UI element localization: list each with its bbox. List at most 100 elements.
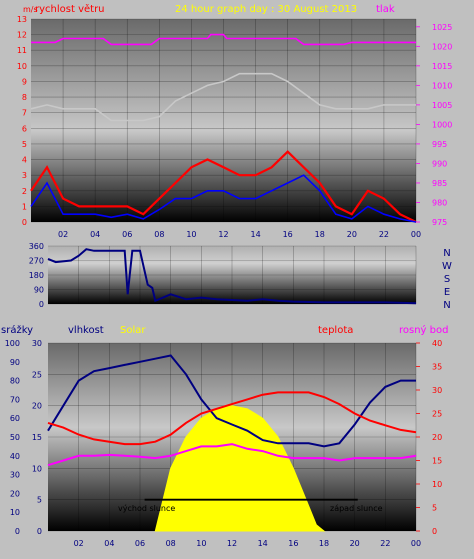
wind-direction-plot-area xyxy=(48,246,416,304)
rain-tick-label: 30 xyxy=(10,471,20,480)
x-tick-label: 06 xyxy=(135,539,145,548)
humidity-tick-label: 30 xyxy=(32,339,42,348)
y-left-tick-label: 0 xyxy=(22,218,27,227)
rain-label: srážky xyxy=(1,324,33,336)
series-line xyxy=(47,354,416,448)
y-right-tick-label: 1000 xyxy=(432,120,452,129)
y-left-tick-label: 9 xyxy=(22,77,27,86)
x-tick-label: 14 xyxy=(258,539,268,548)
x-tick-label: 12 xyxy=(227,539,237,548)
solar-label: Solar xyxy=(120,325,146,336)
y-tick-label: 90 xyxy=(34,286,44,295)
y-left-tick-label: 13 xyxy=(17,15,27,24)
temperature-tick-label: 25 xyxy=(432,410,442,419)
x-tick-label: 20 xyxy=(350,539,360,548)
main-series xyxy=(47,354,417,532)
y-tick-label: 180 xyxy=(29,271,44,280)
temperature-label: teplota xyxy=(318,325,353,336)
temperature-tick-label: 40 xyxy=(432,339,442,348)
rain-tick-label: 40 xyxy=(10,452,20,461)
humidity-tick-label: 0 xyxy=(37,527,42,536)
sunset-label: západ slunce xyxy=(330,504,383,513)
rain-tick-label: 20 xyxy=(10,489,20,498)
x-tick-label: 08 xyxy=(166,539,176,548)
y-left-tick-label: 5 xyxy=(22,140,27,149)
rain-tick-label: 0 xyxy=(15,527,20,536)
x-tick-label: 22 xyxy=(380,539,390,548)
humidity-tick-label: 20 xyxy=(32,402,42,411)
x-tick-label: 10 xyxy=(186,230,196,239)
wind-plot-area xyxy=(31,19,416,222)
series-line xyxy=(47,443,417,467)
y-right-tick-label: 975 xyxy=(432,218,447,227)
y-right-tick-label: 985 xyxy=(432,179,447,188)
direction-series xyxy=(47,248,417,305)
temperature-tick-label: 20 xyxy=(432,433,442,442)
y-right-tick-label: 1025 xyxy=(432,23,452,32)
chart-title: 24 hour graph day : 30 August 2013 xyxy=(175,4,357,15)
y-left-tick-label: 3 xyxy=(22,171,27,180)
rain-tick-label: 50 xyxy=(10,433,20,442)
y-left-tick-label: 10 xyxy=(17,62,27,71)
y-left-tick-label: 4 xyxy=(22,156,27,165)
compass-label: E xyxy=(444,287,450,298)
series-line xyxy=(30,174,417,223)
series-line xyxy=(30,150,417,223)
wind-axis-labels: 0123456789101112139759809859909951000100… xyxy=(17,15,453,239)
rain-tick-label: 80 xyxy=(10,377,20,386)
humidity-tick-label: 10 xyxy=(32,464,42,473)
series-line xyxy=(31,33,416,46)
y-left-tick-label: 8 xyxy=(22,93,27,102)
temperature-tick-label: 5 xyxy=(432,504,437,513)
x-tick-label: 04 xyxy=(90,230,100,239)
sunrise-label: východ slunce xyxy=(118,504,175,513)
compass-label: N xyxy=(443,248,450,259)
rain-tick-label: 70 xyxy=(10,395,20,404)
direction-grid xyxy=(48,245,417,305)
x-tick-label: 12 xyxy=(218,230,228,239)
humidity-label: vlhkost xyxy=(68,325,104,336)
y-right-tick-label: 980 xyxy=(432,198,447,207)
y-left-tick-label: 6 xyxy=(22,124,27,133)
x-tick-label: 02 xyxy=(58,230,68,239)
y-right-tick-label: 1020 xyxy=(432,42,452,51)
y-tick-label: 270 xyxy=(29,257,44,266)
y-left-tick-label: 12 xyxy=(17,31,27,40)
x-tick-label: 20 xyxy=(347,230,357,239)
temperature-tick-label: 30 xyxy=(432,386,442,395)
y-right-tick-label: 995 xyxy=(432,140,447,149)
compass-label: S xyxy=(444,274,450,285)
y-right-tick-label: 1015 xyxy=(432,62,452,71)
main-axis-labels: 0102030405060708090100051015202530051015… xyxy=(5,339,442,548)
x-tick-label: 16 xyxy=(288,539,298,548)
series-line xyxy=(47,248,417,305)
x-tick-label: 02 xyxy=(74,539,84,548)
y-tick-label: 0 xyxy=(39,300,44,309)
temperature-tick-label: 10 xyxy=(432,480,442,489)
series-line xyxy=(30,72,416,122)
x-tick-label: 18 xyxy=(319,539,329,548)
y-right-tick-label: 1005 xyxy=(432,101,452,110)
series-line xyxy=(47,391,417,446)
x-tick-label: 00 xyxy=(411,539,421,548)
x-tick-label: 08 xyxy=(154,230,164,239)
y-left-tick-label: 11 xyxy=(17,46,27,55)
humidity-tick-label: 15 xyxy=(32,433,42,442)
dew-point-label: rosný bod xyxy=(399,324,448,336)
y-tick-label: 360 xyxy=(29,242,44,251)
compass-label: N xyxy=(443,300,450,311)
rain-tick-label: 10 xyxy=(10,508,20,517)
x-tick-label: 06 xyxy=(122,230,132,239)
y-right-tick-label: 1010 xyxy=(432,81,452,90)
humidity-tick-label: 25 xyxy=(32,370,42,379)
rain-tick-label: 60 xyxy=(10,414,20,423)
compass-label: W xyxy=(442,261,452,272)
wind-unit-label: m/s xyxy=(23,5,38,14)
temperature-tick-label: 35 xyxy=(432,363,442,372)
y-left-tick-label: 1 xyxy=(22,202,27,211)
humidity-tick-label: 5 xyxy=(37,496,42,505)
y-right-tick-label: 990 xyxy=(432,159,447,168)
